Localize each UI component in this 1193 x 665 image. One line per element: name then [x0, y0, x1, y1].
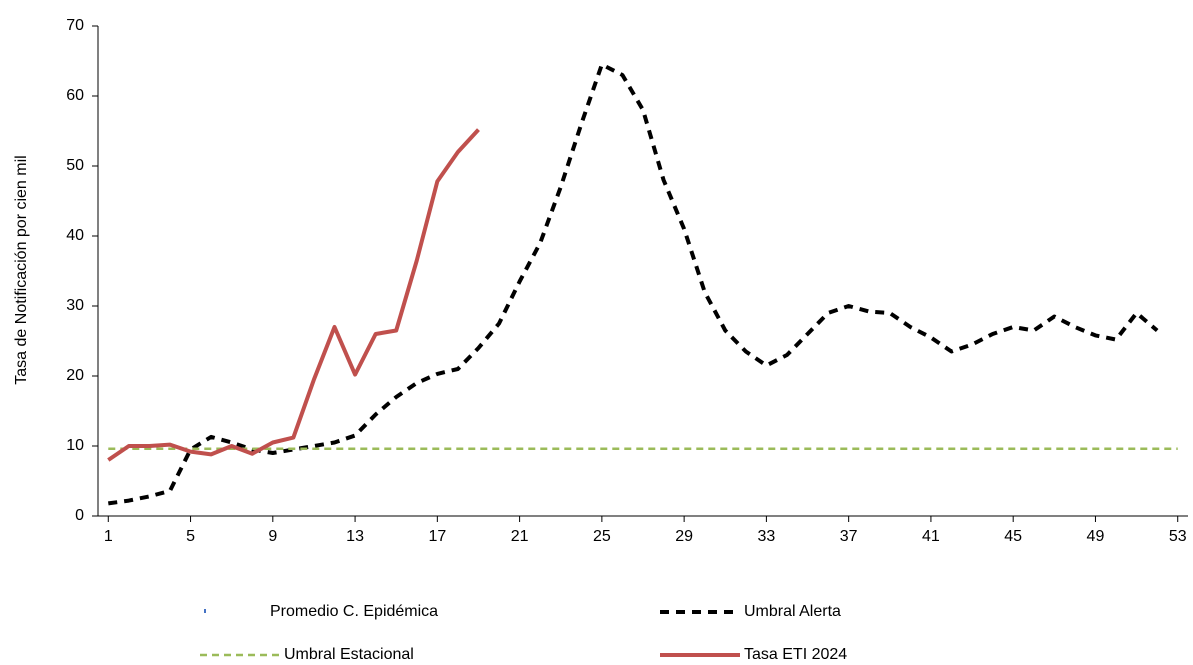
x-tick-label: 33 — [757, 528, 775, 545]
y-tick-label: 60 — [66, 87, 84, 104]
legend-marker — [204, 609, 206, 613]
x-tick-label: 53 — [1169, 528, 1187, 545]
x-tick-label: 49 — [1087, 528, 1105, 545]
x-tick-label: 41 — [922, 528, 940, 545]
legend-label: Umbral Alerta — [744, 603, 841, 620]
y-tick-label: 20 — [66, 367, 84, 384]
y-tick-label: 50 — [66, 157, 84, 174]
series-line — [107, 128, 480, 462]
y-tick-label: 70 — [66, 17, 84, 34]
x-tick-label: 13 — [346, 528, 364, 545]
x-tick-label: 9 — [268, 528, 277, 545]
x-tick-label: 25 — [593, 528, 611, 545]
y-axis-label: Tasa de Notificación por cien mil — [13, 155, 30, 384]
y-tick-label: 30 — [66, 297, 84, 314]
x-tick-label: 5 — [186, 528, 195, 545]
y-tick-label: 0 — [75, 507, 84, 524]
x-tick-label: 29 — [675, 528, 693, 545]
x-tick-label: 1 — [104, 528, 113, 545]
y-tick-label: 10 — [66, 437, 84, 454]
series-line — [108, 62, 1159, 506]
x-tick-label: 37 — [840, 528, 858, 545]
legend-label: Promedio C. Epidémica — [270, 603, 438, 620]
legend-label: Umbral Estacional — [284, 646, 414, 663]
y-tick-label: 40 — [66, 227, 84, 244]
x-tick-label: 21 — [511, 528, 529, 545]
legend-label: Tasa ETI 2024 — [744, 646, 847, 663]
x-tick-label: 17 — [428, 528, 446, 545]
x-tick-label: 45 — [1004, 528, 1022, 545]
